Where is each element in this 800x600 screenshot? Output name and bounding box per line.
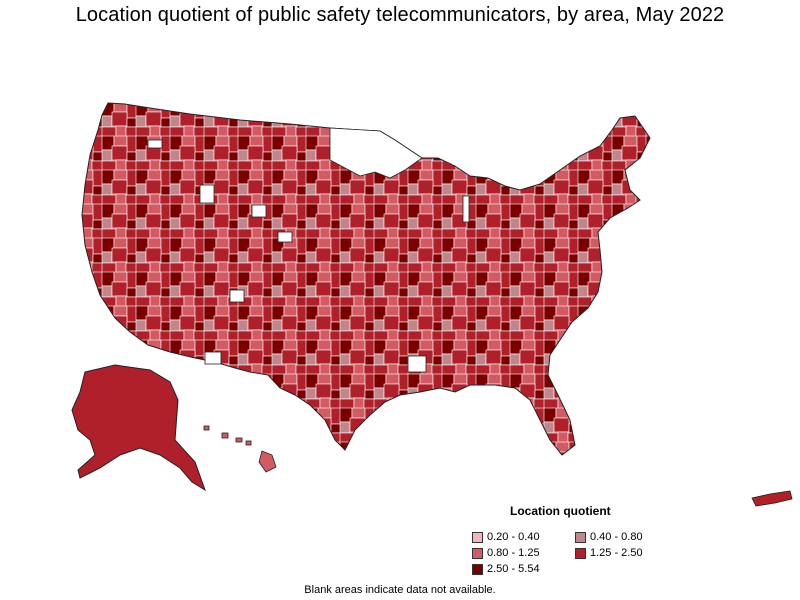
legend-label: 2.50 - 5.54 [487, 563, 540, 575]
legend-label: 0.40 - 0.80 [590, 531, 643, 543]
legend-swatch [472, 563, 483, 575]
page-title: Location quotient of public safety telec… [75, 4, 725, 26]
legend-swatch [472, 547, 483, 559]
legend-swatch [575, 531, 586, 543]
legend-swatch [575, 547, 586, 559]
legend-item: 0.20 - 0.40 [472, 531, 540, 543]
legend-title: Location quotient [510, 504, 611, 518]
legend-label: 0.80 - 1.25 [487, 547, 540, 559]
alaska [71, 364, 206, 492]
footnote: Blank areas indicate data not available. [304, 584, 496, 596]
legend-label: 0.20 - 0.40 [487, 531, 540, 543]
legend-item: 0.80 - 1.25 [472, 547, 540, 559]
legend-item: 2.50 - 5.54 [472, 563, 540, 575]
hawaii [203, 425, 277, 473]
puerto-rico [751, 490, 793, 507]
legend-item: 0.40 - 0.80 [575, 531, 643, 543]
no-data-areas [147, 127, 470, 373]
legend-swatch [472, 531, 483, 543]
legend-item: 1.25 - 2.50 [575, 547, 643, 559]
legend-label: 1.25 - 2.50 [590, 547, 643, 559]
